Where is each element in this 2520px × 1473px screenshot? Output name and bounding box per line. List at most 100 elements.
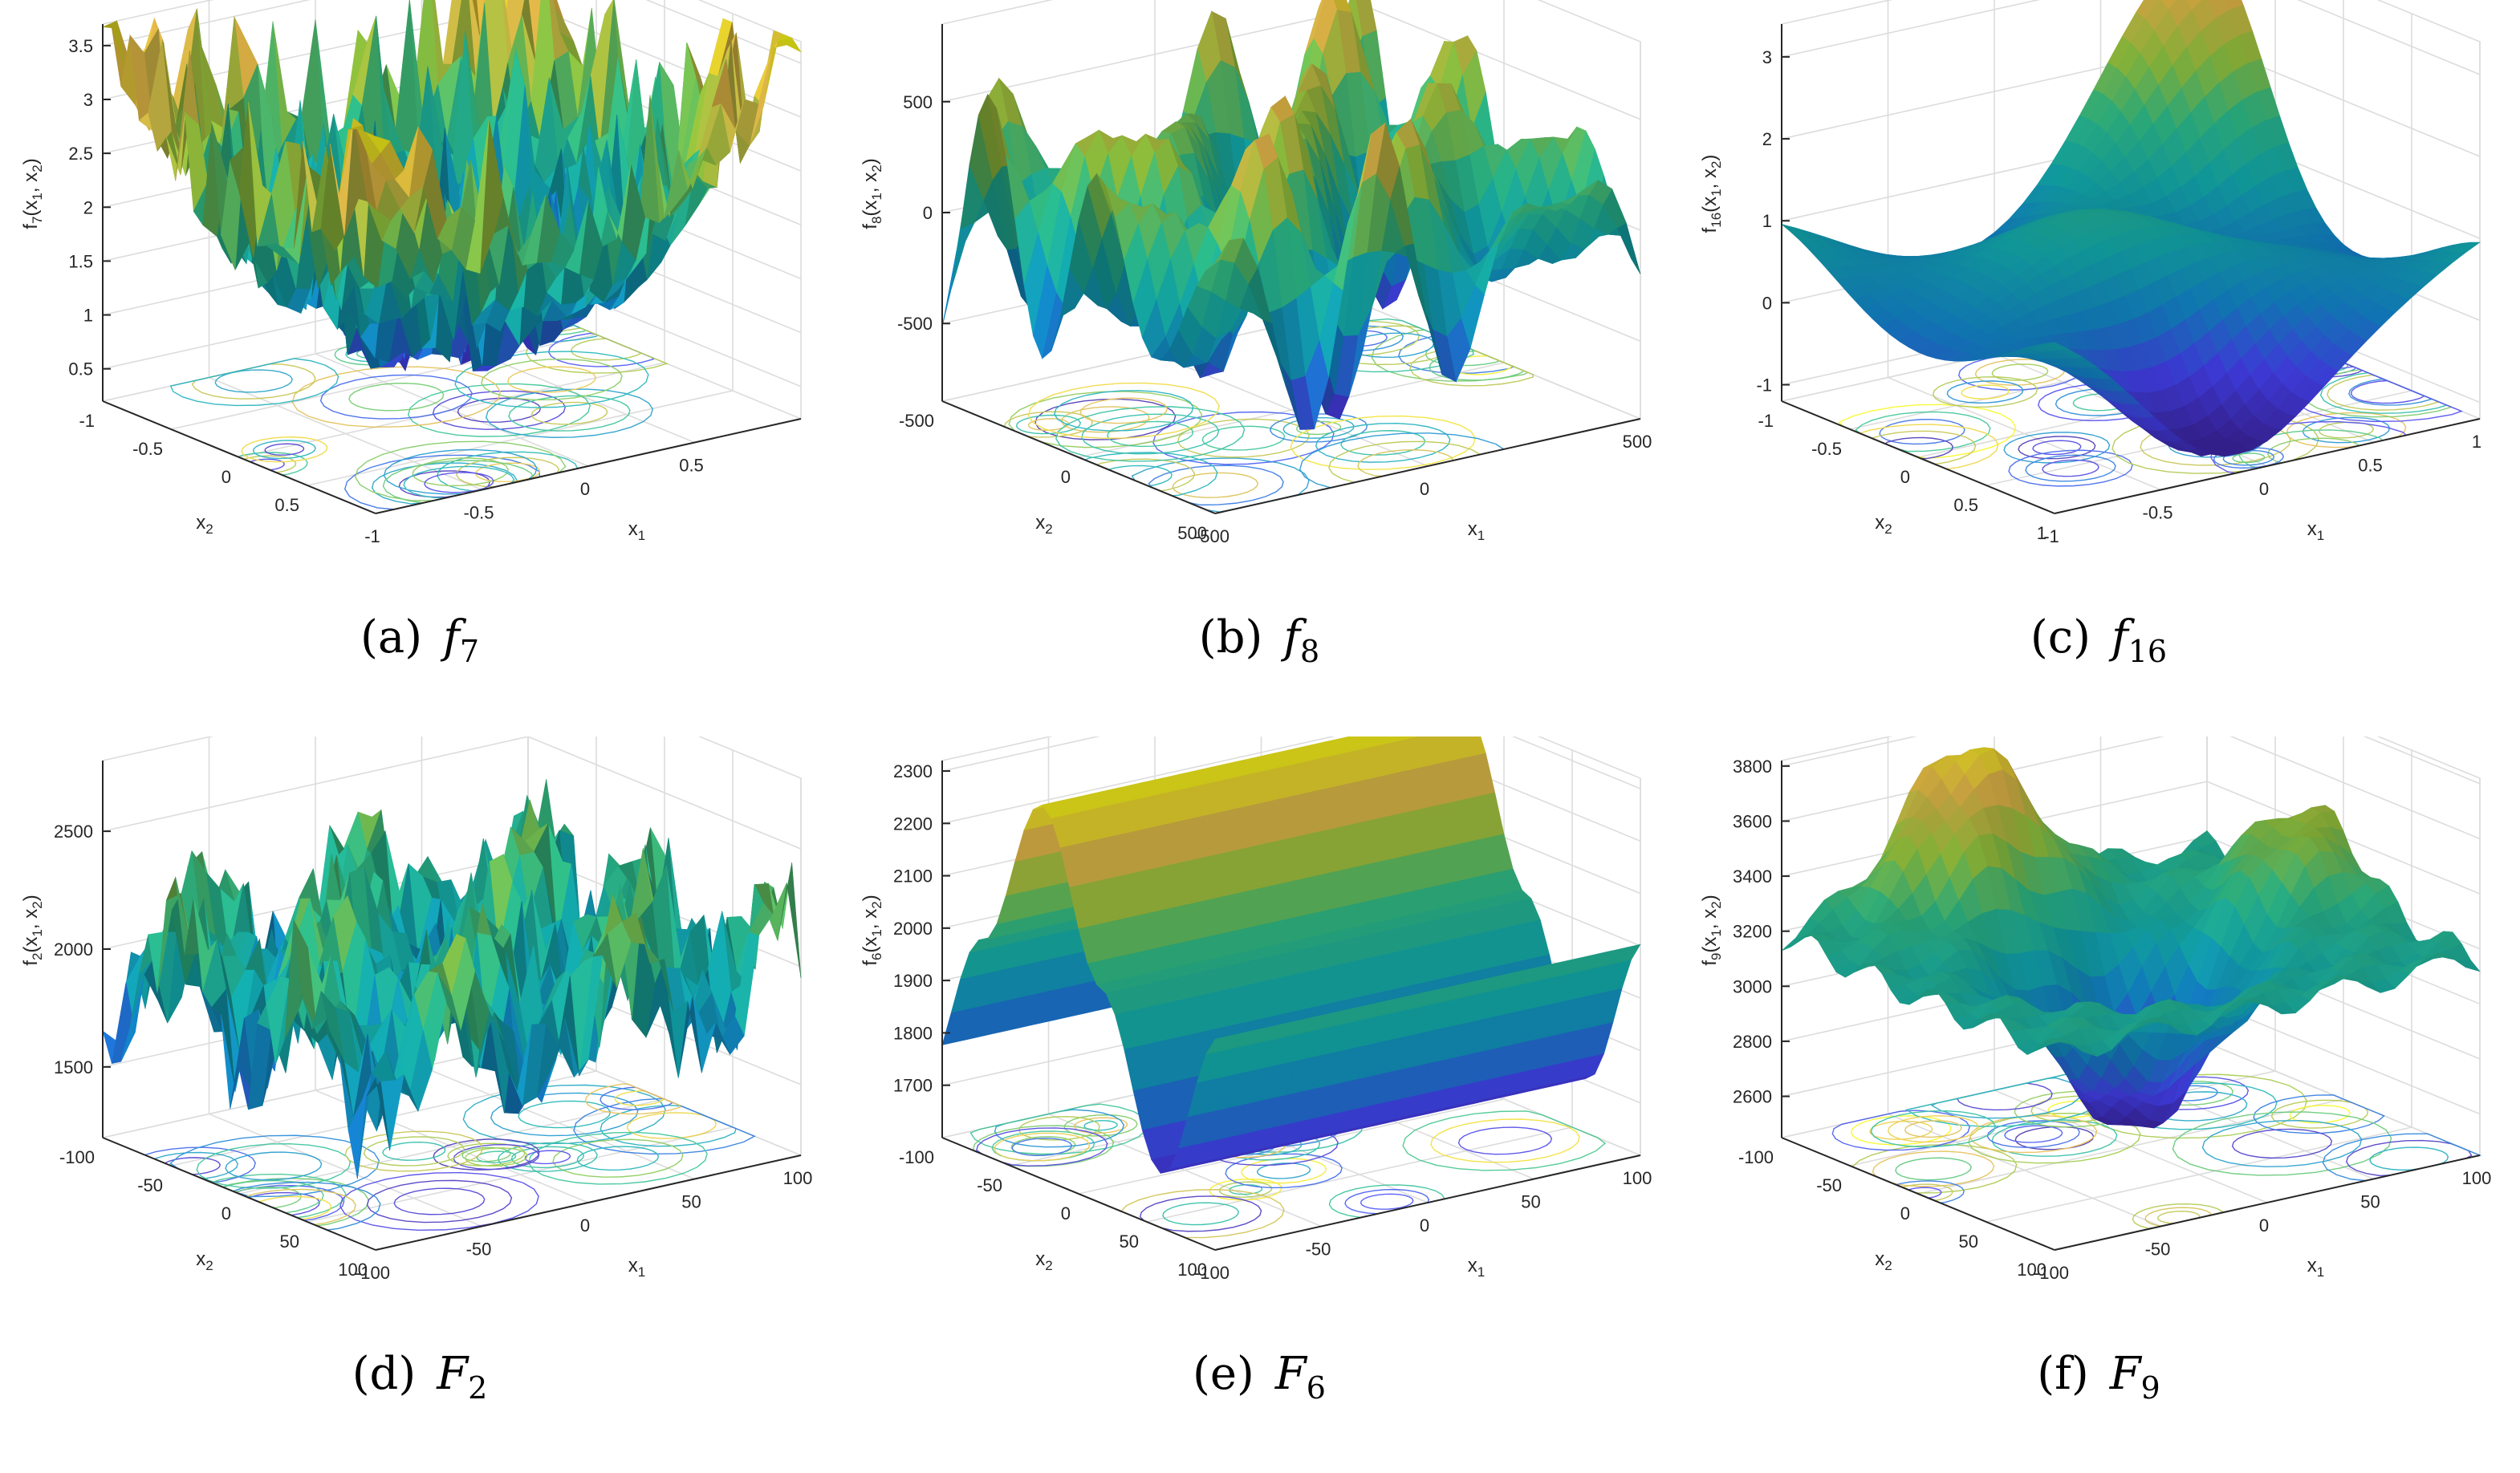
panel-caption: (b) f8 bbox=[839, 611, 1679, 669]
x2-tick-label: -500 bbox=[899, 411, 934, 431]
z-tick-label: 3.5 bbox=[68, 36, 93, 56]
x2-tick-label: -0.5 bbox=[1811, 439, 1842, 459]
x2-tick-label: -1 bbox=[79, 411, 95, 431]
x1-tick-label: 50 bbox=[2360, 1192, 2380, 1212]
surface bbox=[1781, 0, 2481, 457]
x1-tick-label: 0.5 bbox=[2358, 456, 2383, 476]
x1-axis bbox=[375, 1154, 802, 1251]
z-axis-label: f7(x1, x2) bbox=[20, 158, 45, 229]
z-tick-label: 2.5 bbox=[68, 144, 93, 164]
x2-tick-label: 0 bbox=[1900, 1203, 1910, 1223]
x2-tick-label: -100 bbox=[1738, 1147, 1774, 1167]
surface bbox=[102, 0, 802, 371]
caption-subscript: 7 bbox=[459, 634, 479, 669]
caption-label: (c) bbox=[2030, 611, 2091, 663]
z-tick-label: 1500 bbox=[54, 1057, 93, 1077]
z-tick-label: 3 bbox=[1762, 47, 1772, 67]
z-tick-label: 2500 bbox=[54, 822, 93, 842]
x1-tick-label: -50 bbox=[2145, 1240, 2171, 1260]
chart-panel: -1 0 1 2 3 -1 -0.5 0 0.5 1 -1 -0.5 0 0.5 1 x1 x2 f16(x1, … bbox=[1679, 0, 2518, 736]
x2-tick-label: 50 bbox=[1959, 1232, 1978, 1252]
x1-axis bbox=[375, 418, 802, 514]
panel-caption: (c) f16 bbox=[1679, 611, 2518, 669]
z-tick-label: -500 bbox=[897, 314, 933, 334]
x2-tick-label: 100 bbox=[2017, 1260, 2046, 1280]
x1-tick-label: 500 bbox=[1623, 432, 1652, 452]
z-tick-label: 3000 bbox=[1733, 976, 1772, 996]
z-tick-label: 3800 bbox=[1733, 757, 1772, 777]
x2-tick-label: 0.5 bbox=[1953, 495, 1978, 515]
z-tick-label: 3400 bbox=[1733, 866, 1772, 887]
x2-axis-label: x2 bbox=[196, 1248, 213, 1273]
x1-axis bbox=[1214, 418, 1641, 514]
x1-tick-label: -0.5 bbox=[464, 503, 494, 523]
x2-axis bbox=[1781, 400, 2055, 514]
x1-tick-label: -1 bbox=[2043, 526, 2059, 546]
z-tick-label: 0 bbox=[1762, 293, 1772, 313]
x1-tick-label: 100 bbox=[1623, 1168, 1652, 1188]
z-tick-label: 1800 bbox=[893, 1023, 933, 1043]
caption-function: f bbox=[2111, 611, 2128, 663]
caption-function: f bbox=[443, 611, 460, 663]
caption-function: f bbox=[1283, 611, 1301, 663]
x1-tick-label: -1 bbox=[364, 526, 380, 546]
z-tick-label: -1 bbox=[1756, 375, 1772, 396]
x2-tick-label: -50 bbox=[1816, 1175, 1842, 1195]
x1-tick-label: -100 bbox=[2034, 1263, 2069, 1283]
chart-panel: -500 0 500 -500 0 500 -500 0 500 x1 x2 f8(x1, x2) (b… bbox=[839, 0, 1679, 736]
surface bbox=[1781, 747, 2481, 1129]
z-axis-label: f8(x1, x2) bbox=[860, 158, 884, 229]
surface-plot: 1700 1800 1900 2000 2100 2200 2300 -100 -50 0 50 10… bbox=[860, 736, 1652, 1283]
z-tick-label: 1 bbox=[83, 306, 93, 326]
z-tick-label: 0 bbox=[923, 203, 933, 223]
x1-tick-label: 0 bbox=[580, 479, 590, 499]
x2-axis bbox=[102, 400, 376, 514]
x2-axis-label: x2 bbox=[1035, 512, 1052, 537]
caption-label: (f) bbox=[2037, 1348, 2089, 1400]
x1-axis bbox=[1214, 1154, 1641, 1251]
caption-subscript: 2 bbox=[468, 1370, 488, 1406]
x2-axis bbox=[941, 400, 1216, 514]
x1-tick-label: 100 bbox=[783, 1168, 813, 1188]
caption-label: (d) bbox=[352, 1348, 417, 1400]
z-tick-label: 2 bbox=[83, 197, 93, 217]
surface bbox=[941, 0, 1641, 430]
x1-tick-label: 0.5 bbox=[679, 456, 704, 476]
z-tick-label: 2300 bbox=[893, 761, 933, 781]
caption-subscript: 16 bbox=[2128, 634, 2168, 669]
z-tick-label: 1700 bbox=[893, 1076, 933, 1096]
chart-panel: 1700 1800 1900 2000 2100 2200 2300 -100 -50 0 50 10… bbox=[839, 736, 1679, 1473]
x1-axis-label: x1 bbox=[628, 1255, 645, 1280]
caption-function: F bbox=[2109, 1348, 2141, 1400]
caption-function: F bbox=[1274, 1348, 1307, 1400]
x2-tick-label: -50 bbox=[977, 1175, 1002, 1195]
caption-label: (e) bbox=[1193, 1348, 1254, 1400]
x1-tick-label: 1 bbox=[2472, 432, 2481, 452]
x1-tick-label: 0 bbox=[2259, 479, 2269, 499]
x2-axis bbox=[941, 1137, 1216, 1251]
x1-tick-label: 0 bbox=[1420, 1215, 1429, 1236]
x2-tick-label: -0.5 bbox=[132, 439, 163, 459]
panel-caption: (f) F9 bbox=[1679, 1348, 2518, 1406]
x1-tick-label: 50 bbox=[681, 1192, 701, 1212]
surface bbox=[102, 779, 802, 1179]
z-tick-label: 2800 bbox=[1733, 1032, 1772, 1052]
caption-label: (a) bbox=[360, 611, 423, 663]
x1-axis bbox=[2054, 418, 2481, 514]
chart-panel: 2600 2800 3000 3200 3400 3600 3800 -100 -50 0 50 10… bbox=[1679, 736, 2518, 1473]
x1-tick-label: 0 bbox=[2259, 1215, 2269, 1236]
x2-tick-label: 0 bbox=[1061, 467, 1071, 487]
z-tick-label: 2600 bbox=[1733, 1087, 1772, 1107]
x2-tick-label: -1 bbox=[1758, 411, 1774, 431]
caption-subscript: 8 bbox=[1300, 634, 1320, 669]
panel-caption: (d) F2 bbox=[0, 1348, 839, 1406]
z-tick-label: 2200 bbox=[893, 814, 933, 834]
x2-tick-label: 1 bbox=[2037, 523, 2046, 543]
chart-panel: 0.5 1 1.5 2 2.5 3 3.5 -1 -0.5 0 0.5 -1 -0.5 0 0.5 x1 x2 f… bbox=[0, 0, 839, 736]
x1-tick-label: 100 bbox=[2462, 1168, 2492, 1188]
caption-label: (b) bbox=[1198, 611, 1263, 663]
x2-axis bbox=[1781, 1137, 2055, 1251]
surface-plot: 0.5 1 1.5 2 2.5 3 3.5 -1 -0.5 0 0.5 -1 -0.5 0 0.5 x1 x2 f… bbox=[20, 0, 802, 546]
chart-panel: 1500 2000 2500 -100 -50 0 50 100 -100 -50 0 50 100 x1… bbox=[0, 736, 839, 1473]
